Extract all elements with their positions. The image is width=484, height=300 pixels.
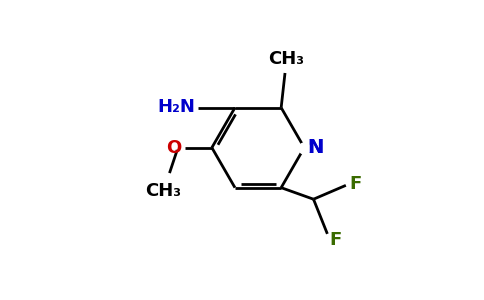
Text: CH₃: CH₃ <box>145 182 182 200</box>
Text: H₂N: H₂N <box>158 98 196 116</box>
Text: O: O <box>166 139 181 157</box>
Text: F: F <box>330 231 342 249</box>
Text: F: F <box>349 175 362 193</box>
Text: N: N <box>307 138 324 157</box>
Text: N: N <box>307 138 324 157</box>
Text: CH₃: CH₃ <box>269 50 304 68</box>
